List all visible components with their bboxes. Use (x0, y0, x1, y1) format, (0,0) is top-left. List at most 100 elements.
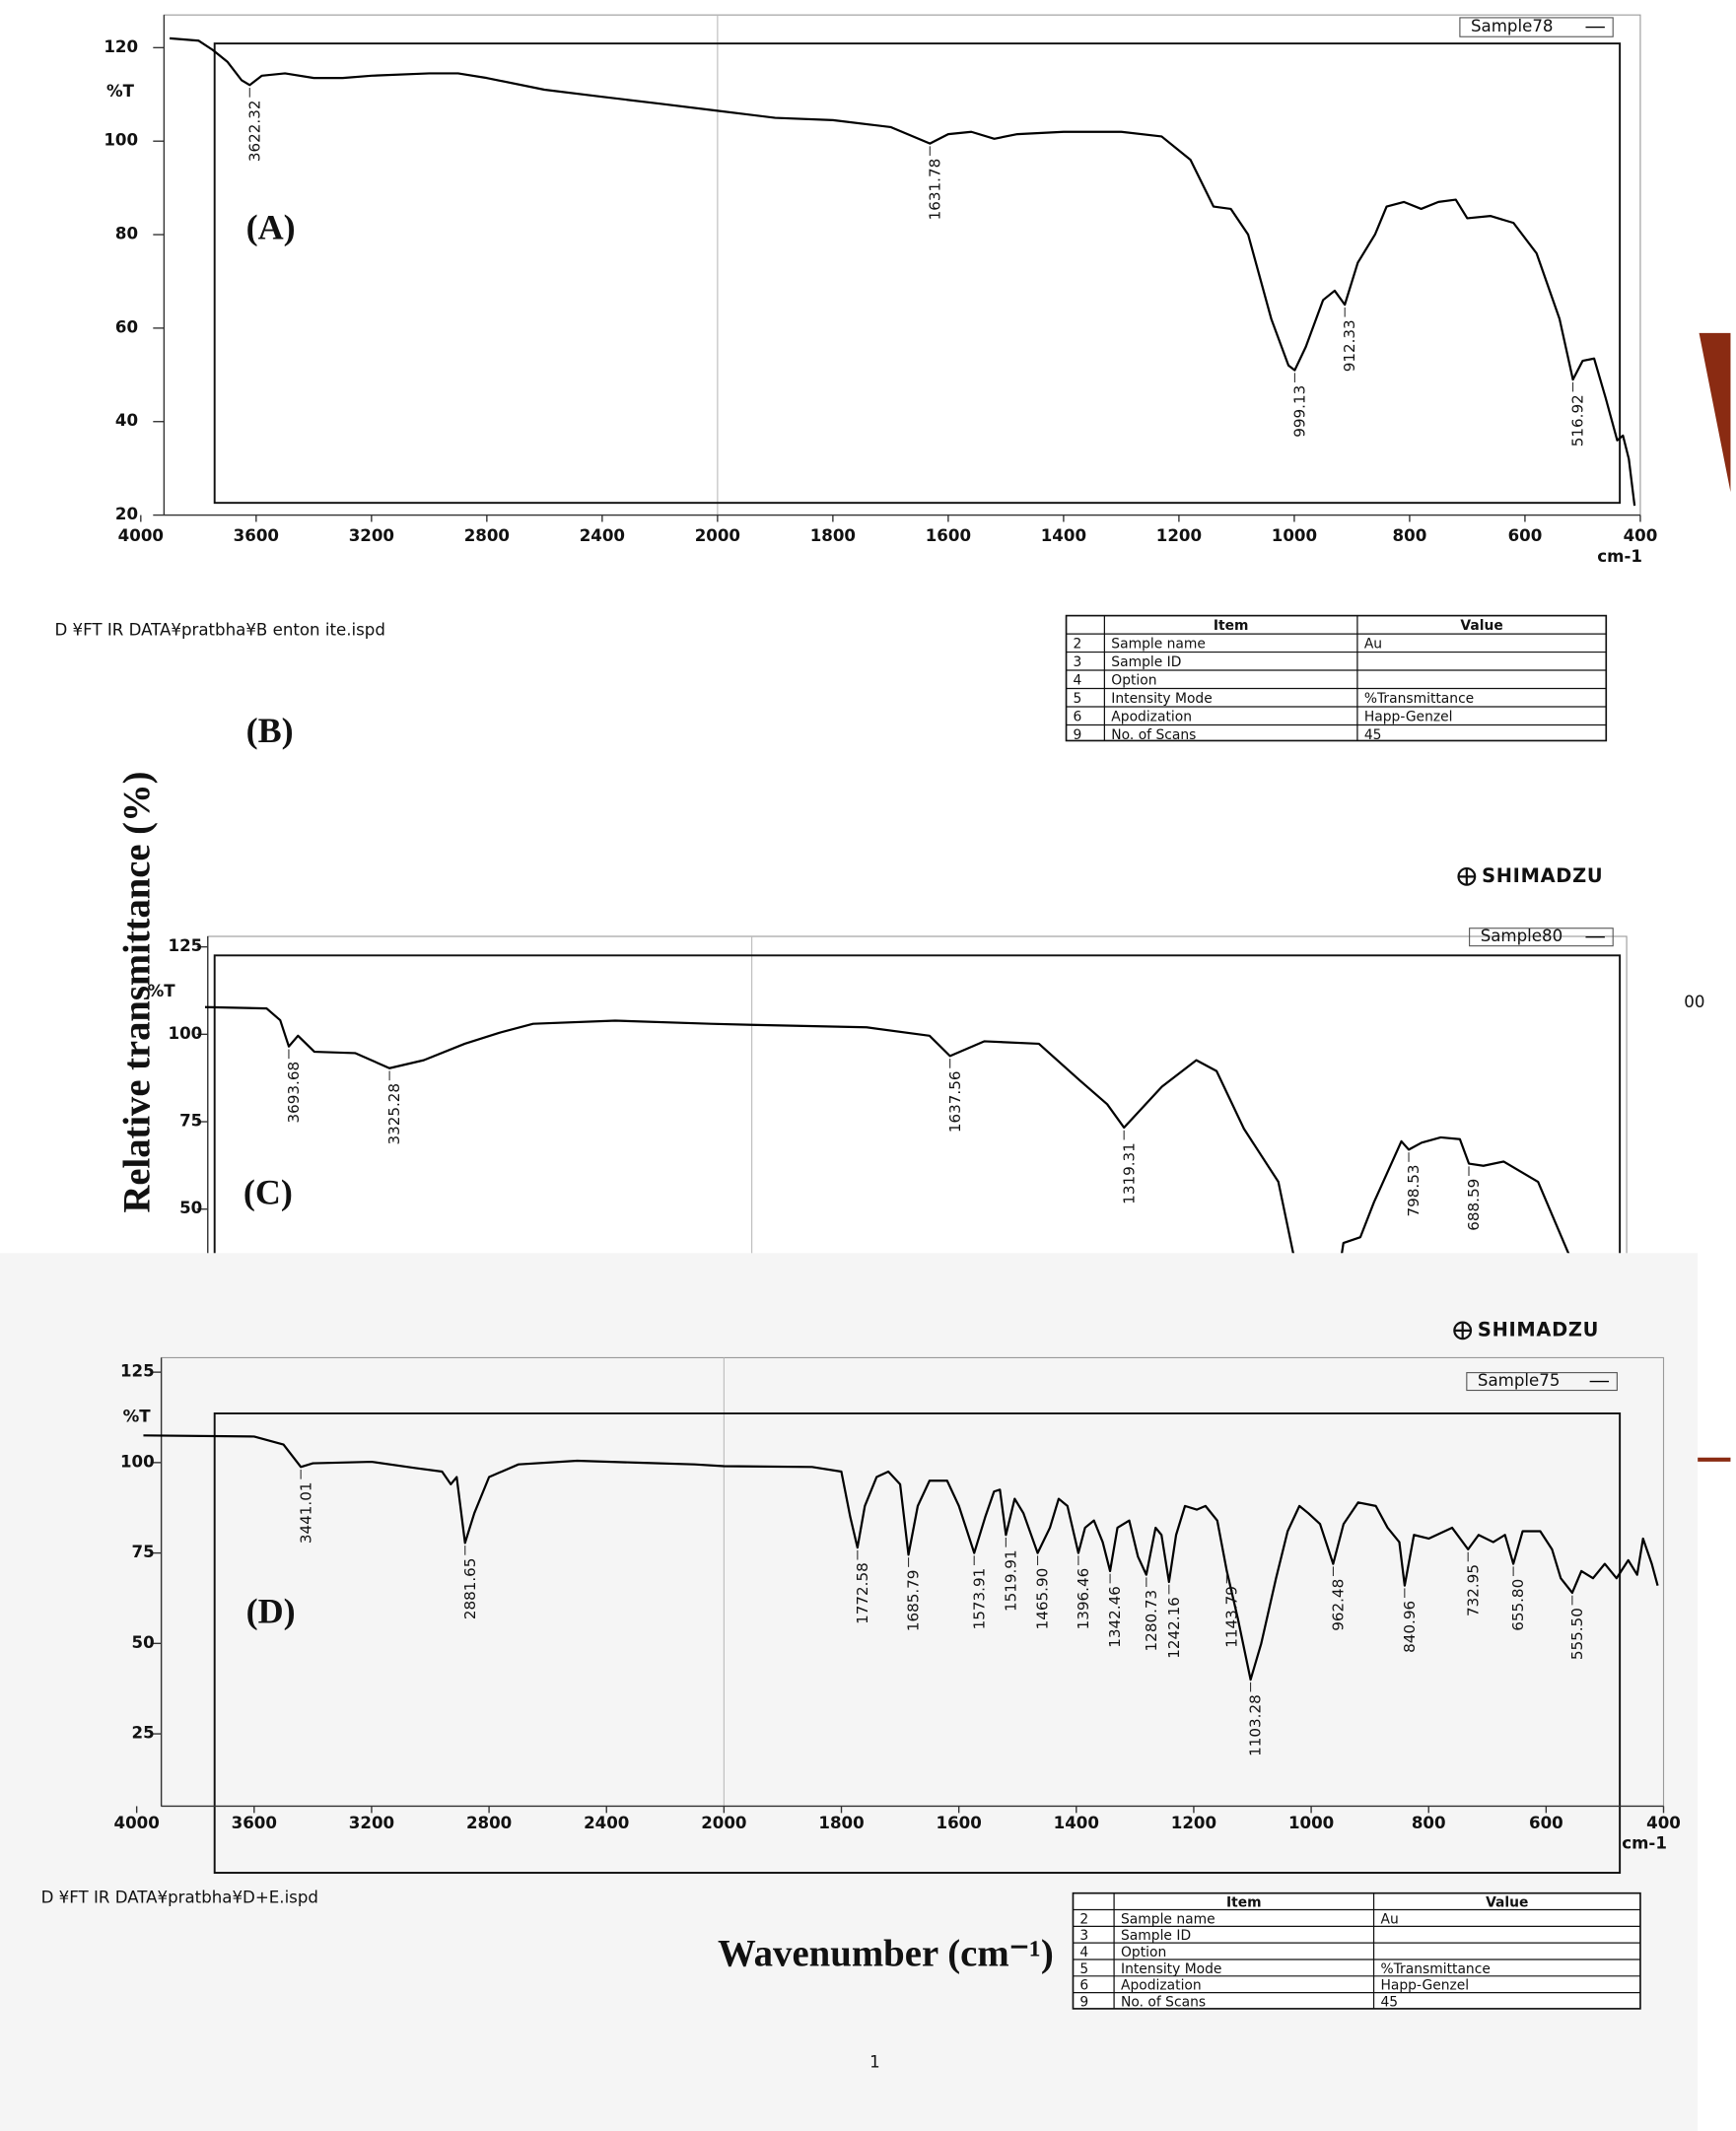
peak-label: 912.33 (1341, 319, 1358, 372)
panel-a: 20 40 60 80 100 120 4000 3600 3200 2800 2400 2000 18… (104, 14, 1658, 566)
x-tick-label: 1200 (1171, 1814, 1216, 1832)
legend-box (1466, 1372, 1618, 1392)
x-tick-label: 1600 (926, 526, 971, 545)
peak-label: 999.13 (1290, 385, 1308, 438)
peak-label: 1465.90 (1034, 1568, 1052, 1630)
legend-box (1459, 17, 1614, 37)
panel-label: (A) (246, 208, 296, 247)
table-cell: 2 (1073, 637, 1081, 653)
y-unit: %T (123, 1408, 152, 1426)
table-cell: 9 (1079, 1994, 1088, 2010)
x-tick-label: 600 (1529, 1814, 1563, 1832)
peak-label: 1396.46 (1075, 1568, 1092, 1630)
legend-label: Sample78 (1471, 17, 1553, 35)
x-tick-label: 2400 (580, 526, 625, 545)
x-tick-label: 1800 (810, 526, 856, 545)
table-header: Value (1486, 1895, 1528, 1911)
overlay: Relative transmittance (%) Wavenumber (c… (117, 772, 1054, 1975)
table-cell: Au (1364, 637, 1382, 653)
y-tick-label: 25 (132, 1724, 155, 1743)
table-cell: Sample name (1121, 1911, 1215, 1927)
table-bg (1065, 614, 1608, 742)
spectrum-line (204, 1005, 1600, 1294)
x-tick-label: 800 (1393, 526, 1427, 545)
x-tick-label: 2800 (466, 1814, 512, 1832)
table-cell: No. of Scans (1111, 727, 1196, 743)
logo: SHIMADZU (1478, 1318, 1599, 1340)
file-path: D ¥FT IR DATA¥pratbha¥B enton ite.ispd (54, 620, 384, 639)
x-tick-label: 2000 (701, 1814, 746, 1832)
x-tick-label: 1800 (818, 1814, 864, 1832)
x-tick-label: 3600 (234, 526, 279, 545)
x-tick-label: 2800 (464, 526, 510, 545)
peak-label: 1631.78 (926, 159, 943, 221)
file-path: D ¥FT IR DATA¥pratbha¥D+E.ispd (41, 1889, 318, 1907)
table-cell: 3 (1073, 654, 1081, 670)
peak-label: 516.92 (1569, 394, 1587, 447)
y-unit: %T (148, 982, 176, 1000)
table-cell: %Transmittance (1364, 691, 1474, 707)
x-tick-label: 2000 (695, 526, 740, 545)
peak-label: 3441.01 (297, 1481, 314, 1544)
peak-label: 1342.46 (1106, 1586, 1124, 1648)
x-tick-label: 400 (1646, 1814, 1681, 1832)
panel-label: (D) (246, 1591, 296, 1630)
table-cell: Apodization (1121, 1978, 1202, 1994)
peak-label: 3325.28 (385, 1083, 403, 1145)
x-tick-label: 1200 (1156, 526, 1202, 545)
x-tick-label: 3200 (349, 1814, 394, 1832)
table-cell: Au (1380, 1911, 1398, 1927)
panel-label: (B) (246, 711, 294, 750)
x-tick-label: 2400 (584, 1814, 629, 1832)
table-cell: Sample ID (1111, 654, 1181, 670)
logo: SHIMADZU (1482, 864, 1603, 887)
annotations: D ¥FT IR DATA¥pratbha¥B enton ite.ispd D… (41, 208, 1603, 2072)
peak-label: 1637.56 (946, 1071, 964, 1134)
table-cell: 5 (1073, 691, 1081, 707)
table-cell: 6 (1079, 1978, 1088, 1994)
peak-label: 1103.28 (1247, 1694, 1265, 1756)
table-bg (1072, 1891, 1641, 2010)
table-cell: Option (1111, 673, 1156, 689)
table-cell: 4 (1079, 1945, 1088, 1960)
y-tick-label: 40 (115, 411, 138, 430)
y-tick-label: 120 (104, 37, 138, 56)
y-tick-label: 20 (115, 505, 138, 523)
table-cell: No. of Scans (1121, 1994, 1206, 2010)
tables: Item Value 2 Sample name Au 3 Sample ID 4 Option… (1065, 614, 1641, 2010)
peak-label: 1280.73 (1143, 1590, 1160, 1652)
peak-label: 1772.58 (854, 1562, 871, 1624)
peak-label: 1573.91 (970, 1568, 988, 1630)
peak-label: 1319.31 (1120, 1142, 1138, 1204)
y-tick-label: 125 (120, 1362, 155, 1381)
table-cell: Apodization (1111, 710, 1192, 725)
inner-frame (213, 1412, 1622, 1874)
y-tick-label: 60 (115, 317, 138, 336)
table-cell: 4 (1073, 673, 1081, 689)
peak-label: 1143.79 (1223, 1586, 1241, 1648)
peak-label: 2881.65 (461, 1558, 479, 1620)
y-tick-label: 100 (104, 131, 138, 150)
peak-label: 688.59 (1465, 1179, 1483, 1231)
spectrum-line (143, 1434, 1659, 1682)
x-tick-label: 3600 (232, 1814, 277, 1832)
table-cell: 5 (1079, 1961, 1088, 1977)
y-axis-title: Relative transmittance (%) (117, 772, 159, 1213)
y-tick-label: 80 (115, 225, 138, 243)
peak-label: 655.80 (1509, 1579, 1527, 1631)
x-tick-label: 400 (1624, 526, 1658, 545)
peak-label: 732.95 (1464, 1564, 1482, 1616)
table-cell: Happ-Genzel (1364, 710, 1453, 725)
peak-label: 3622.32 (245, 100, 263, 162)
peak-label: 3693.68 (285, 1062, 303, 1124)
fragment: 00 (1684, 993, 1704, 1011)
scan-edge (1699, 332, 1731, 493)
x-unit: cm-1 (1622, 1834, 1667, 1853)
x-tick-label: 800 (1412, 1814, 1446, 1832)
table-header: Item (1214, 618, 1249, 634)
peak-label: 962.48 (1329, 1579, 1347, 1631)
legend-label: Sample75 (1478, 1371, 1560, 1390)
x-tick-label: 4000 (114, 1814, 160, 1832)
table-cell: 45 (1364, 727, 1382, 743)
table-cell: %Transmittance (1380, 1961, 1490, 1977)
